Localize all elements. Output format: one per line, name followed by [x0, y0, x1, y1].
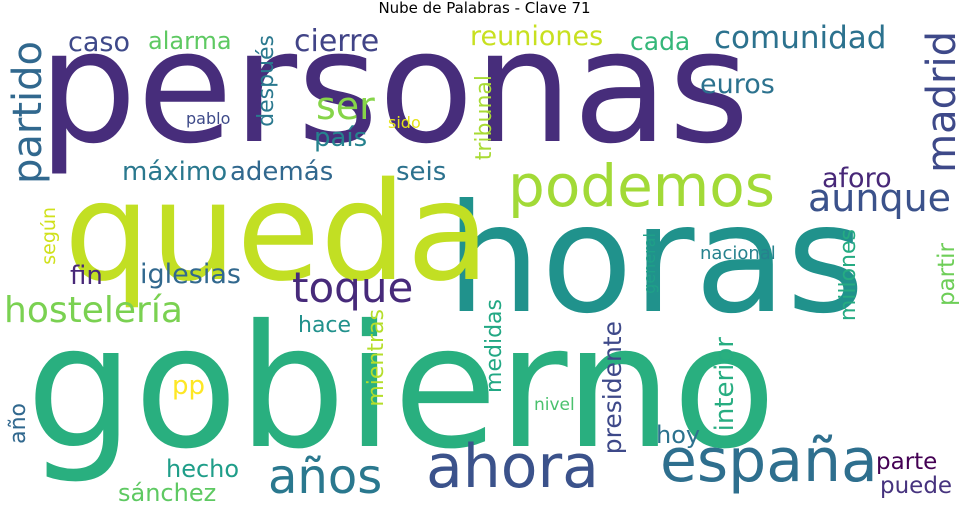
word-aunque: aunque — [808, 176, 952, 220]
word-segun: según — [38, 207, 60, 265]
word-comunidad: comunidad — [714, 20, 887, 56]
word-nacional: nacional — [700, 243, 776, 264]
word-espana: españa — [660, 426, 878, 496]
word-toque: toque — [292, 263, 414, 312]
word-cada: cada — [630, 27, 691, 56]
word-interior: interior — [710, 337, 740, 432]
word-maximo: máximo — [122, 157, 228, 187]
word-partir: partir — [934, 243, 960, 307]
word-alarma: alarma — [148, 27, 232, 55]
word-ademas: además — [230, 157, 334, 187]
word-reuniones: reuniones — [470, 21, 604, 52]
word-hosteleria: hostelería — [4, 290, 183, 331]
word-partido: partido — [5, 41, 51, 185]
word-ahora: ahora — [426, 432, 599, 502]
word-hace: hace — [298, 313, 352, 338]
word-mientras: mientras — [364, 309, 389, 407]
word-cierre: cierre — [294, 24, 380, 59]
word-euros: euros — [700, 69, 775, 100]
word-general: general — [640, 233, 659, 294]
word-cloud: personas gobierno horas queda podemos es… — [0, 17, 969, 507]
word-aforo: aforo — [822, 163, 892, 194]
word-madrid: madrid — [919, 31, 965, 173]
word-ano: año — [6, 403, 31, 444]
word-millones: millones — [836, 229, 861, 322]
word-gobierno: gobierno — [26, 289, 777, 487]
word-tribunal: tribunal — [472, 75, 497, 161]
word-parte: parte — [876, 449, 938, 475]
word-anos: años — [268, 449, 383, 505]
word-pais: país — [314, 123, 368, 153]
word-seis: seis — [396, 157, 447, 187]
word-despues: después — [254, 35, 279, 127]
word-horas: horas — [446, 173, 865, 347]
word-hoy: hoy — [656, 421, 701, 449]
word-nivel: nivel — [534, 395, 575, 415]
word-fin: fin — [70, 261, 103, 291]
word-personas: personas — [38, 17, 750, 178]
word-pablo: pablo — [186, 109, 231, 128]
word-hecho: hecho — [166, 455, 240, 483]
word-iglesias: iglesias — [140, 259, 241, 290]
word-pp: pp — [172, 371, 206, 401]
word-caso: caso — [68, 27, 130, 58]
word-sanchez: sánchez — [118, 479, 217, 507]
chart-title: Nube de Palabras - Clave 71 — [378, 0, 591, 17]
word-queda: queda — [64, 154, 490, 312]
word-ser: ser — [316, 84, 375, 128]
word-medidas: medidas — [482, 299, 507, 393]
word-podemos: podemos — [508, 152, 776, 220]
word-sido: sido — [388, 113, 421, 132]
word-puede: puede — [880, 473, 953, 499]
word-presidente: presidente — [598, 321, 627, 455]
